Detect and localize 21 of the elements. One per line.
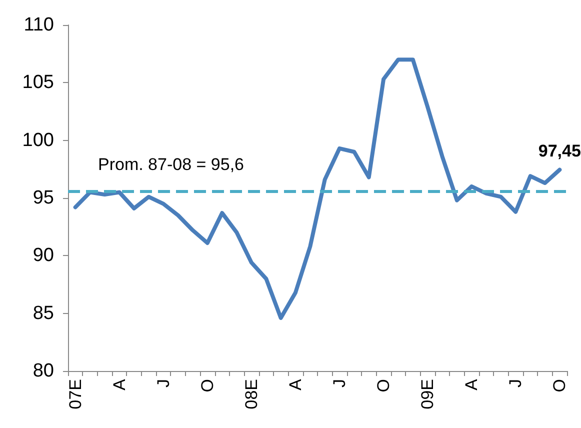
- y-tick-label: 105: [22, 72, 54, 94]
- x-tick-label: J: [506, 379, 526, 388]
- y-tick-label: 80: [32, 360, 54, 382]
- x-tick-label: O: [198, 379, 217, 392]
- x-tick-label: J: [154, 379, 173, 388]
- x-tick-label: J: [330, 379, 350, 388]
- x-tick-label: 08E: [242, 379, 261, 410]
- y-tick-label: 85: [32, 302, 54, 324]
- x-tick-label: 09E: [418, 379, 438, 410]
- x-tick-label: A: [110, 378, 129, 390]
- y-tick-label: 90: [32, 245, 54, 266]
- x-tick-label: O: [374, 379, 394, 392]
- y-tick-label: 110: [24, 14, 54, 36]
- x-tick-label: A: [286, 378, 305, 390]
- y-tick-label: 100: [22, 130, 54, 151]
- data-label: 97,45: [538, 142, 581, 161]
- x-tick-label: 07E: [66, 379, 85, 410]
- y-tick-label: 95: [32, 188, 54, 208]
- ref-line-label: Prom. 87-08 = 95,6: [98, 155, 244, 174]
- x-tick-label: A: [462, 378, 482, 390]
- x-tick-label: O: [550, 379, 570, 392]
